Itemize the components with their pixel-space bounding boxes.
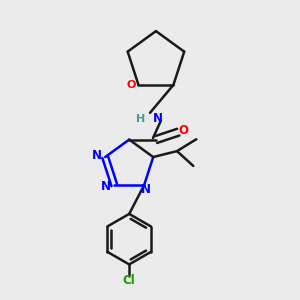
Text: N: N (140, 183, 151, 196)
Text: Cl: Cl (123, 274, 136, 287)
Text: N: N (152, 112, 162, 125)
Text: O: O (178, 124, 189, 137)
Text: N: N (101, 180, 111, 193)
Text: O: O (126, 80, 136, 90)
Text: N: N (92, 149, 102, 162)
Text: H: H (136, 114, 146, 124)
